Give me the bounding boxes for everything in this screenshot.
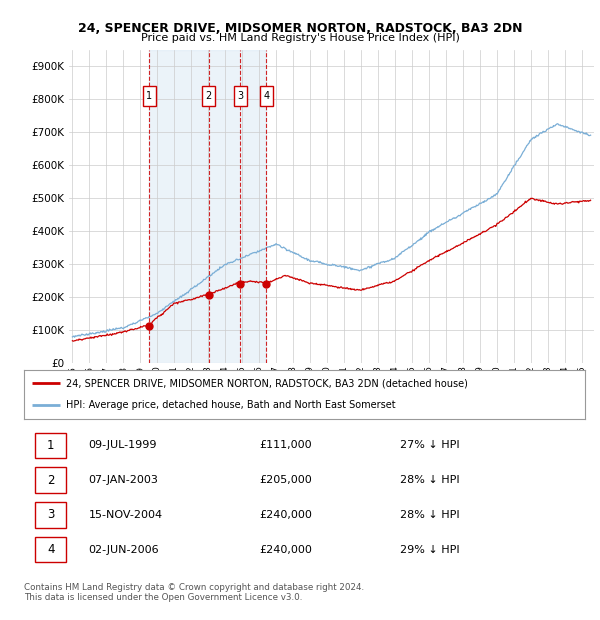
Text: 02-JUN-2006: 02-JUN-2006 — [89, 544, 159, 555]
Text: £111,000: £111,000 — [260, 440, 312, 450]
Bar — [143, 86, 155, 105]
Text: 3: 3 — [237, 91, 244, 100]
Text: 07-JAN-2003: 07-JAN-2003 — [89, 475, 158, 485]
Bar — [260, 86, 273, 105]
Text: £240,000: £240,000 — [260, 544, 313, 555]
Text: 4: 4 — [47, 543, 55, 556]
Bar — [35, 502, 66, 528]
Text: £205,000: £205,000 — [260, 475, 313, 485]
Text: 4: 4 — [263, 91, 269, 100]
Bar — [35, 467, 66, 493]
Text: 3: 3 — [47, 508, 55, 521]
Text: HPI: Average price, detached house, Bath and North East Somerset: HPI: Average price, detached house, Bath… — [66, 401, 396, 410]
Text: 24, SPENCER DRIVE, MIDSOMER NORTON, RADSTOCK, BA3 2DN (detached house): 24, SPENCER DRIVE, MIDSOMER NORTON, RADS… — [66, 378, 468, 388]
Text: 2: 2 — [47, 474, 55, 487]
Text: 2: 2 — [206, 91, 212, 100]
Bar — [234, 86, 247, 105]
Text: 1: 1 — [47, 439, 55, 452]
Text: 27% ↓ HPI: 27% ↓ HPI — [400, 440, 460, 450]
Bar — [149, 50, 266, 363]
Text: 09-JUL-1999: 09-JUL-1999 — [89, 440, 157, 450]
Text: 28% ↓ HPI: 28% ↓ HPI — [400, 510, 460, 520]
Text: Contains HM Land Registry data © Crown copyright and database right 2024.
This d: Contains HM Land Registry data © Crown c… — [24, 583, 364, 602]
Text: 29% ↓ HPI: 29% ↓ HPI — [400, 544, 460, 555]
Text: £240,000: £240,000 — [260, 510, 313, 520]
Bar — [35, 433, 66, 458]
Text: 15-NOV-2004: 15-NOV-2004 — [89, 510, 163, 520]
Text: 28% ↓ HPI: 28% ↓ HPI — [400, 475, 460, 485]
Text: Price paid vs. HM Land Registry's House Price Index (HPI): Price paid vs. HM Land Registry's House … — [140, 33, 460, 43]
Bar — [35, 537, 66, 562]
Text: 24, SPENCER DRIVE, MIDSOMER NORTON, RADSTOCK, BA3 2DN: 24, SPENCER DRIVE, MIDSOMER NORTON, RADS… — [78, 22, 522, 35]
Bar — [202, 86, 215, 105]
Text: 1: 1 — [146, 91, 152, 100]
